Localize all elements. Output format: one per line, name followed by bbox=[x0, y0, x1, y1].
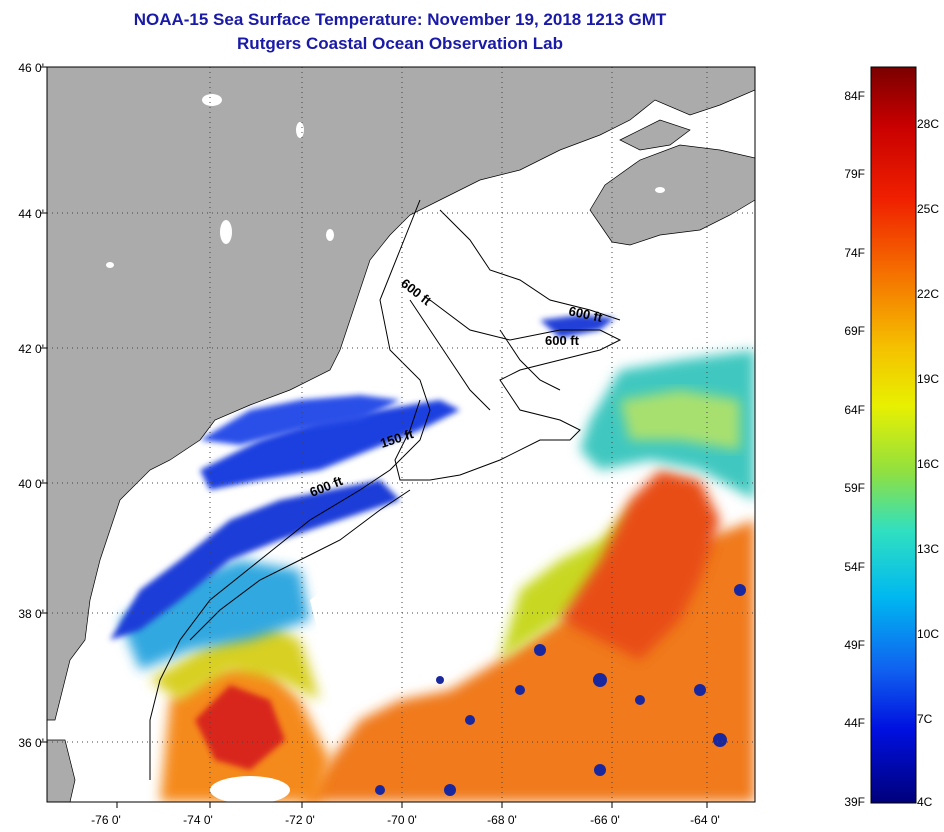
map-frame bbox=[46, 66, 756, 803]
graticule bbox=[47, 67, 755, 802]
lat-label: 40 0' bbox=[18, 477, 44, 491]
lat-label: 44 0' bbox=[18, 207, 44, 221]
lon-label: -70 0' bbox=[387, 813, 417, 827]
colorbar-c-label: 22C bbox=[917, 287, 939, 301]
colorbar-c-label: 19C bbox=[917, 372, 939, 386]
bathymetry-contours bbox=[149, 199, 622, 780]
colorbar-f-label: 54F bbox=[844, 560, 865, 574]
colorbar-f-label: 59F bbox=[844, 481, 865, 495]
map-subtitle: Rutgers Coastal Ocean Observation Lab bbox=[237, 34, 563, 53]
colorbar-f-label: 74F bbox=[844, 246, 865, 260]
lon-label: -64 0' bbox=[690, 813, 720, 827]
lat-label: 36 0' bbox=[18, 736, 44, 750]
tick-marks bbox=[41, 66, 708, 808]
lon-label: -72 0' bbox=[285, 813, 315, 827]
colorbar-f-label: 49F bbox=[844, 638, 865, 652]
lon-label: -74 0' bbox=[183, 813, 213, 827]
colorbar-c-label: 10C bbox=[917, 627, 939, 641]
colorbar-c-label: 7C bbox=[917, 712, 933, 726]
colorbar-f-label: 64F bbox=[844, 403, 865, 417]
colorbar-f-label: 79F bbox=[844, 167, 865, 181]
lon-label: -66 0' bbox=[590, 813, 620, 827]
colorbar-f-label: 44F bbox=[844, 716, 865, 730]
colorbar-c-label: 16C bbox=[917, 457, 939, 471]
colorbar-f-label: 69F bbox=[844, 324, 865, 338]
colorbar-f-label: 84F bbox=[844, 89, 865, 103]
map-title: NOAA-15 Sea Surface Temperature: Novembe… bbox=[133, 10, 667, 29]
colorbar-c-label: 13C bbox=[917, 542, 939, 556]
colorbar-c-label: 25C bbox=[917, 202, 939, 216]
sst-field bbox=[47, 210, 755, 802]
colorbar-f-label: 39F bbox=[844, 795, 865, 809]
colorbar bbox=[870, 66, 917, 804]
lat-label: 46 0' bbox=[18, 61, 44, 75]
colorbar-c-label: 4C bbox=[917, 795, 933, 809]
contour-label: 600 ft bbox=[567, 303, 604, 325]
contour-label: 600 ft bbox=[545, 333, 580, 348]
colorbar-c-label: 28C bbox=[917, 117, 939, 131]
lat-label: 42 0' bbox=[18, 342, 44, 356]
lon-label: -68 0' bbox=[487, 813, 517, 827]
lon-label: -76 0' bbox=[91, 813, 121, 827]
lat-label: 38 0' bbox=[18, 607, 44, 621]
